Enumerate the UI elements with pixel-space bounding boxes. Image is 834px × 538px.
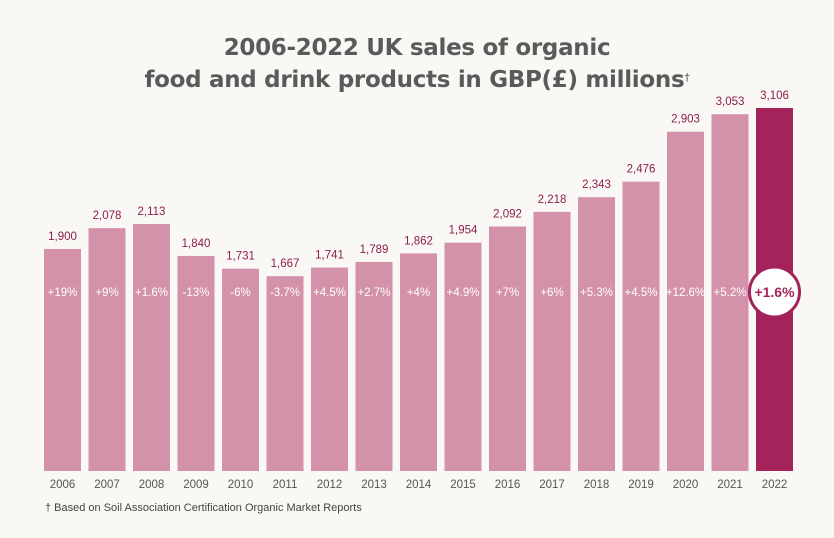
bar-2019 (622, 181, 660, 471)
value-label-2006: 1,900 (48, 231, 77, 243)
bar-2010 (222, 268, 259, 471)
highlight-growth-circle (748, 265, 801, 319)
year-label-2010: 2010 (228, 479, 254, 491)
title-dagger-mark: † (684, 71, 690, 84)
year-label-2011: 2011 (273, 479, 298, 491)
year-label-2016: 2016 (495, 479, 521, 491)
value-label-2010: 1,731 (226, 251, 255, 263)
value-label-2020: 2,903 (671, 114, 700, 126)
value-label-2017: 2,218 (538, 194, 567, 206)
bar-2018 (578, 197, 615, 471)
year-label-2019: 2019 (628, 479, 654, 491)
bar-2008 (133, 224, 170, 471)
growth-label-2012: +4.5% (313, 287, 346, 299)
year-label-2009: 2009 (183, 479, 209, 491)
bar-2014 (400, 253, 437, 471)
value-label-2021: 3,053 (716, 96, 745, 108)
value-label-2014: 1,862 (404, 235, 433, 247)
year-label-2008: 2008 (139, 479, 165, 491)
bar-2016 (489, 226, 526, 471)
footnote: † Based on Soil Association Certificatio… (45, 502, 362, 514)
chart-title-line-1: 2006-2022 UK sales of organic (223, 35, 611, 61)
growth-label-2014: +4% (407, 287, 430, 299)
growth-label-2013: +2.7% (358, 287, 391, 299)
growth-label-2010: -6% (230, 287, 250, 299)
growth-label-2015: +4.9% (447, 287, 480, 299)
growth-label-2021: +5.2% (714, 287, 747, 299)
year-label-2015: 2015 (450, 479, 476, 491)
value-label-2009: 1,840 (182, 238, 211, 250)
value-label-2018: 2,343 (582, 179, 611, 191)
bar-2011 (266, 276, 304, 471)
growth-label-2009: -13% (183, 287, 210, 299)
value-label-2012: 1,741 (315, 250, 344, 262)
value-label-2019: 2,476 (627, 164, 656, 176)
chart-title: 2006-2022 UK sales of organic food and d… (0, 32, 834, 96)
year-label-2006: 2006 (50, 479, 76, 491)
year-label-2007: 2007 (94, 479, 120, 491)
year-label-2012: 2012 (317, 479, 343, 491)
growth-label-2020: +12.6% (666, 287, 705, 299)
growth-label-2007: +9% (95, 287, 118, 299)
growth-label-2011: -3.7% (270, 287, 300, 299)
labels-group: 1,900 +19% 2006 2,078 +9% 2007 2,113 +1.6% 2008 1… (48, 90, 801, 491)
bar-2013 (355, 261, 393, 471)
year-label-2014: 2014 (406, 479, 432, 491)
growth-label-2018: +5.3% (580, 287, 613, 299)
value-label-2015: 1,954 (449, 225, 478, 237)
year-label-2017: 2017 (539, 479, 565, 491)
year-label-2021: 2021 (717, 479, 743, 491)
bar-2007 (88, 228, 126, 471)
bar-2009 (177, 255, 215, 471)
growth-label-2006: +19% (48, 287, 78, 299)
growth-label-2022: +1.6% (754, 284, 795, 300)
bar-2006 (44, 248, 81, 471)
value-label-2007: 2,078 (93, 210, 122, 222)
bar-2021 (711, 114, 749, 471)
growth-label-2016: +7% (496, 287, 519, 299)
growth-label-2019: +4.5% (625, 287, 658, 299)
value-label-2022: 3,106 (760, 90, 789, 102)
value-label-2008: 2,113 (138, 206, 166, 218)
growth-label-2017: +6% (540, 287, 563, 299)
bar-2012 (311, 267, 348, 471)
chart-title-line-2-text: food and drink products in GBP(£) millio… (144, 67, 685, 93)
value-label-2011: 1,667 (271, 258, 300, 270)
value-label-2016: 2,092 (493, 209, 522, 221)
bar-2020 (667, 131, 704, 471)
value-label-2013: 1,789 (360, 244, 389, 256)
year-label-2018: 2018 (584, 479, 610, 491)
bar-2017 (533, 211, 571, 471)
bar-2015 (444, 242, 482, 471)
year-label-2013: 2013 (361, 479, 387, 491)
year-label-2022: 2022 (762, 479, 788, 491)
chart-title-line-2: food and drink products in GBP(£) millio… (0, 64, 834, 96)
year-label-2020: 2020 (673, 479, 699, 491)
bars-group (44, 108, 793, 471)
growth-label-2008: +1.6% (135, 287, 168, 299)
